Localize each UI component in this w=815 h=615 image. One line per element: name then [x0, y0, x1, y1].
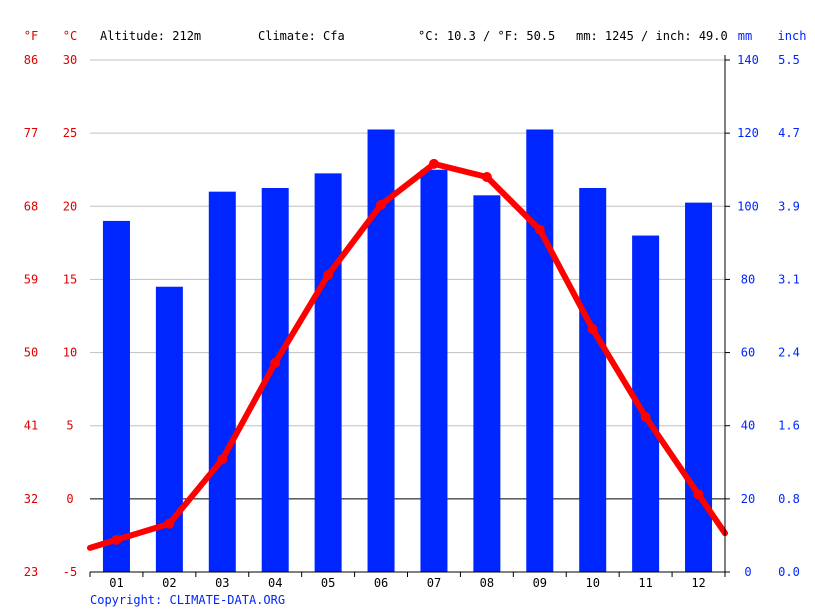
temperature-point	[376, 199, 387, 210]
fahrenheit-tick-label: 77	[24, 126, 38, 140]
temperature-line	[87, 158, 728, 551]
celsius-tick-label: 10	[63, 346, 77, 360]
precipitation-bar	[526, 129, 554, 572]
month-tick-label: 04	[268, 576, 282, 590]
fahrenheit-tick-label: 23	[24, 565, 38, 579]
celsius-tick-label: -5	[63, 565, 77, 579]
temperature-point	[693, 489, 704, 500]
fahrenheit-tick-label: 32	[24, 492, 38, 506]
inch-tick-label: 0.8	[778, 492, 800, 506]
month-tick-label: 12	[691, 576, 705, 590]
inch-tick-label: 1.6	[778, 419, 800, 433]
fahrenheit-tick-label: 59	[24, 272, 38, 286]
fahrenheit-tick-label: 86	[24, 53, 38, 67]
celsius-tick-label: 30	[63, 53, 77, 67]
precipitation-bars	[102, 129, 713, 573]
precipitation-bar	[579, 188, 607, 572]
millimeter-tick-label: 20	[741, 492, 755, 506]
millimeter-tick-label: 0	[744, 565, 751, 579]
climate-label: Climate: Cfa	[258, 29, 345, 43]
inch-tick-label: 0.0	[778, 565, 800, 579]
celsius-tick-label: 20	[63, 199, 77, 213]
temperature-average-label: °C: 10.3 / °F: 50.5	[418, 29, 555, 43]
fahrenheit-tick-label: 50	[24, 346, 38, 360]
temperature-point	[217, 454, 228, 465]
month-tick-label: 07	[427, 576, 441, 590]
precipitation-bar	[208, 191, 236, 572]
inch-tick-label: 5.5	[778, 53, 800, 67]
inch-unit-label: inch	[778, 29, 807, 43]
celsius-tick-label: 15	[63, 272, 77, 286]
inch-tick-label: 3.1	[778, 272, 800, 286]
temperature-point	[111, 534, 122, 545]
millimeter-tick-label: 60	[741, 346, 755, 360]
millimeter-tick-label: 40	[741, 419, 755, 433]
fahrenheit-tick-label: 41	[24, 419, 38, 433]
precipitation-bar	[314, 173, 342, 572]
month-tick-label: 03	[215, 576, 229, 590]
copyright-link[interactable]: Copyright: CLIMATE-DATA.ORG	[90, 593, 285, 607]
celsius-unit-label: °C	[63, 29, 77, 43]
millimeter-unit-label: mm	[738, 29, 752, 43]
month-tick-label: 08	[480, 576, 494, 590]
temperature-point	[587, 324, 598, 335]
temperature-point	[481, 172, 492, 183]
month-tick-label: 05	[321, 576, 335, 590]
temperature-point	[640, 411, 651, 422]
millimeter-tick-label: 140	[737, 53, 759, 67]
fahrenheit-unit-label: °F	[24, 29, 38, 43]
millimeter-tick-label: 120	[737, 126, 759, 140]
precipitation-bar	[420, 169, 448, 572]
temperature-point	[164, 518, 175, 529]
celsius-tick-label: 5	[66, 419, 73, 433]
inch-tick-label: 2.4	[778, 346, 800, 360]
celsius-tick-label: 0	[66, 492, 73, 506]
chart-header: °F °C Altitude: 212m Climate: Cfa °C: 10…	[24, 29, 807, 43]
celsius-tick-label: 25	[63, 126, 77, 140]
month-tick-label: 09	[533, 576, 547, 590]
month-tick-label: 11	[638, 576, 652, 590]
month-tick-label: 06	[374, 576, 388, 590]
temperature-point	[270, 357, 281, 368]
month-tick-label: 10	[585, 576, 599, 590]
temperature-line-path	[87, 160, 728, 551]
gridlines	[90, 59, 725, 500]
precipitation-bar	[473, 195, 501, 573]
month-tick-label: 02	[162, 576, 176, 590]
inch-tick-label: 3.9	[778, 199, 800, 213]
altitude-label: Altitude: 212m	[100, 29, 201, 43]
temperature-point	[323, 270, 334, 281]
precipitation-bar	[685, 202, 713, 572]
millimeter-tick-label: 80	[741, 272, 755, 286]
month-tick-label: 01	[109, 576, 123, 590]
inch-tick-label: 4.7	[778, 126, 800, 140]
temperature-point	[428, 158, 439, 169]
millimeter-tick-label: 100	[737, 199, 759, 213]
fahrenheit-tick-label: 68	[24, 199, 38, 213]
precipitation-bar	[102, 220, 130, 572]
precipitation-total-label: mm: 1245 / inch: 49.0	[576, 29, 728, 43]
temperature-point	[534, 224, 545, 235]
axes	[89, 55, 730, 577]
